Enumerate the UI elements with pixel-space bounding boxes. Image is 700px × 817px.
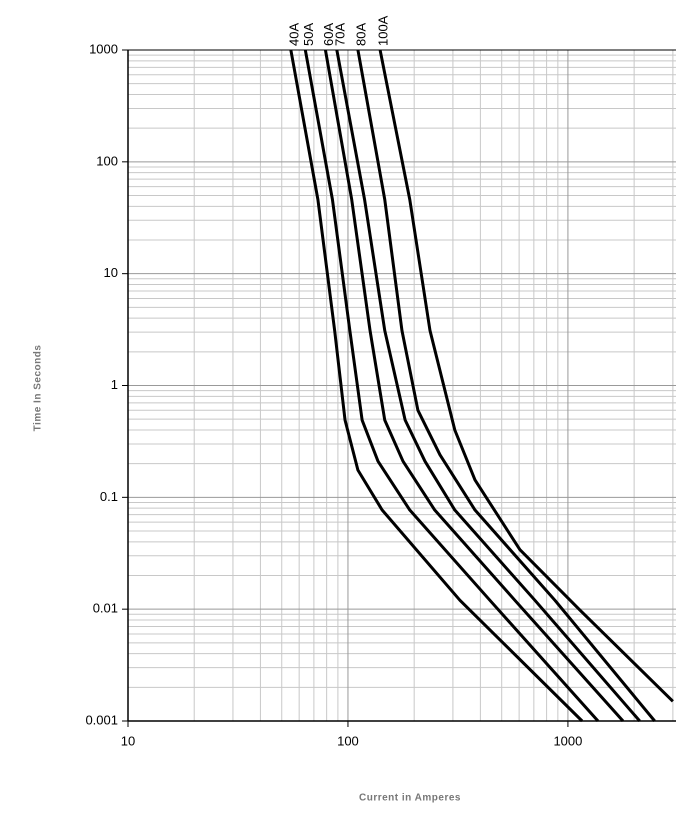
x-tick-label: 10 — [121, 733, 135, 748]
fuse-curve — [378, 49, 674, 703]
y-tick-label: 0.001 — [85, 712, 118, 727]
fuse-curve — [289, 49, 584, 723]
series-label: 60A — [321, 23, 336, 46]
series-label: 70A — [332, 23, 347, 46]
x-tick-label: 100 — [337, 733, 359, 748]
fuse-curve — [356, 49, 656, 722]
series-label: 100A — [376, 15, 391, 46]
fuse-curve — [335, 49, 641, 722]
x-axis-title: Current in Amperes — [359, 793, 461, 804]
y-tick-label: 0.1 — [100, 489, 118, 504]
x-tick-label: 1000 — [553, 733, 582, 748]
y-axis-title: Time In Seconds — [33, 345, 44, 432]
fuse-curve — [323, 49, 625, 723]
y-tick-label: 100 — [96, 153, 118, 168]
series-label: 50A — [301, 23, 316, 46]
y-tick-label: 10 — [104, 265, 118, 280]
y-tick-label: 0.01 — [93, 601, 118, 616]
y-tick-label: 1 — [111, 377, 118, 392]
fuse-curve — [303, 49, 600, 723]
series-label: 40A — [286, 23, 301, 46]
y-tick-label: 1000 — [89, 41, 118, 56]
series-label: 80A — [353, 23, 368, 46]
